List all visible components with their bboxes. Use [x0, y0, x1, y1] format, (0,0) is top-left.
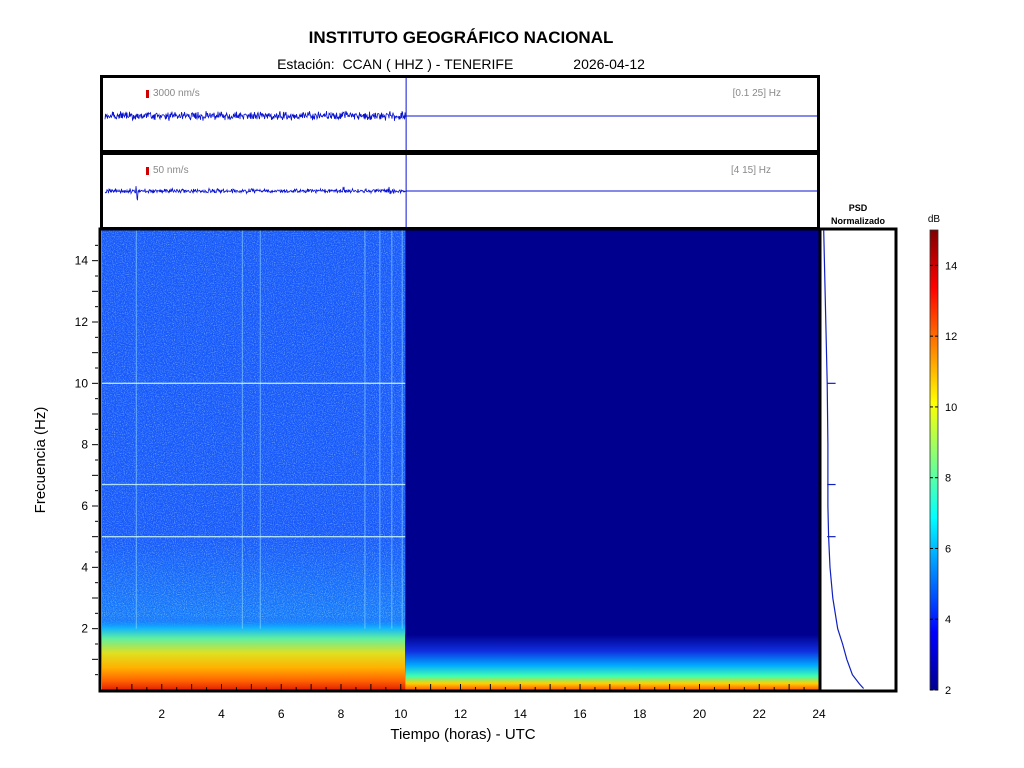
spectrogram-low-frequency-band — [102, 616, 406, 690]
psd-spikes — [827, 382, 836, 538]
x-axis-label: Tiempo (horas) - UTC — [390, 726, 535, 743]
x-tick-label: 16 — [573, 707, 587, 721]
x-tick-label: 24 — [812, 707, 826, 721]
colorbar-unit: dB — [928, 214, 941, 225]
amplitude-scale-bar — [146, 167, 149, 175]
x-tick-label: 14 — [514, 707, 528, 721]
x-tick-label: 20 — [693, 707, 707, 721]
y-tick-label: 8 — [81, 438, 88, 452]
trace-panel-broadband: 3000 nm/s [0.1 25] Hz — [100, 75, 820, 153]
colorbar-tick-label: 10 — [945, 402, 957, 414]
page-title: INSTITUTO GEOGRÁFICO NACIONAL — [308, 28, 614, 47]
colorbar-tick-label: 14 — [945, 260, 957, 272]
y-tick-label: 2 — [81, 622, 88, 636]
x-tick-label: 2 — [158, 707, 165, 721]
frequency-band-label: [4 15] Hz — [730, 165, 771, 176]
x-tick-label: 18 — [633, 707, 647, 721]
x-tick-label: 10 — [394, 707, 408, 721]
trace-waveform — [104, 186, 407, 201]
x-tick-label: 6 — [278, 707, 285, 721]
y-tick-label: 12 — [75, 315, 89, 329]
seismic-trace-broadband — [104, 78, 817, 150]
frequency-band-label: [0.1 25] Hz — [732, 88, 781, 99]
spectrogram-no-data-region — [405, 230, 819, 690]
colorbar-tick-label: 6 — [945, 543, 951, 555]
psd-title: PSD — [849, 203, 868, 213]
station-info: Estación: CCAN ( HHZ ) - TENERIFE — [277, 56, 514, 72]
station-subtitle: Estación: CCAN ( HHZ ) - TENERIFE 2026-04… — [0, 56, 922, 72]
x-axis: 2 4 6 8 10 12 14 16 18 20 22 24 — [116, 684, 826, 721]
psd-curve — [823, 229, 865, 689]
colorbar-tick-label: 2 — [945, 685, 951, 697]
colorbar-ticks: 2 4 6 8 10 12 14 — [930, 260, 957, 697]
psd-panel — [818, 227, 898, 693]
amplitude-scale-bar — [146, 90, 149, 98]
spectrogram — [102, 230, 819, 690]
spectrogram-background-band — [405, 634, 819, 690]
x-tick-label: 12 — [454, 707, 468, 721]
y-tick-label: 10 — [75, 376, 89, 390]
x-tick-label: 22 — [753, 707, 767, 721]
colorbar-tick-label: 8 — [945, 473, 951, 485]
colorbar-tick-label: 12 — [945, 331, 957, 343]
colorbar — [929, 229, 939, 691]
x-tick-label: 8 — [338, 707, 345, 721]
psd-subtitle: Normalizado — [831, 216, 886, 226]
colorbar-tick-label: 4 — [945, 614, 951, 626]
seismic-trace-filtered — [104, 155, 817, 227]
y-tick-label: 14 — [75, 254, 89, 268]
amplitude-scale-label: 3000 nm/s — [153, 88, 200, 99]
x-tick-label: 4 — [218, 707, 225, 721]
station-date: 2026-04-12 — [573, 56, 645, 72]
spectrogram-texture-dark — [102, 230, 406, 690]
y-tick-label: 6 — [81, 499, 88, 513]
trace-waveform — [104, 110, 407, 122]
y-tick-label: 4 — [81, 560, 88, 574]
y-axis-label: Frecuencia (Hz) — [32, 407, 49, 514]
amplitude-scale-label: 50 nm/s — [153, 165, 189, 176]
